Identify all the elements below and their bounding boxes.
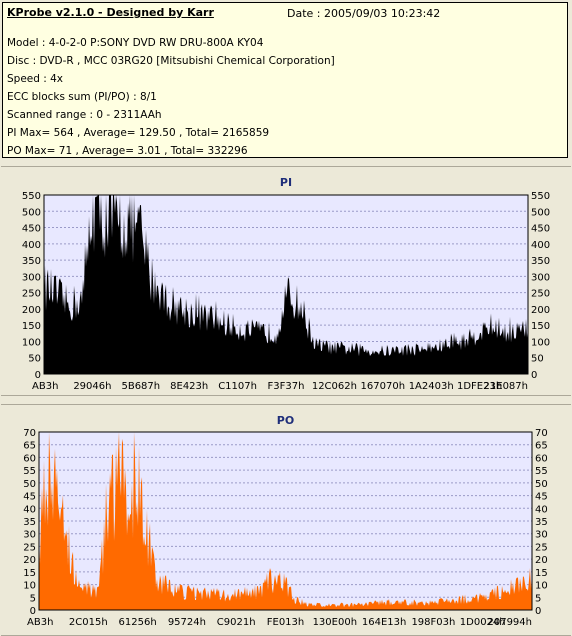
y-tick-label-right: 450 [531,224,550,235]
y-tick-label-right: 5 [535,593,541,604]
x-tick-label: C1107h [218,381,257,392]
series-area [39,432,532,610]
y-tick-label-left: 30 [23,530,36,541]
x-tick-label: 2C015h [69,617,108,628]
x-tick-label: 207994h [487,617,532,628]
po-summary-line: PO Max= 71 , Average= 3.01 , Total= 3322… [7,145,248,157]
y-tick-label-right: 55 [535,466,548,477]
y-tick-label-right: 0 [531,370,537,381]
plot-border [43,194,529,375]
chart-title: PO [277,414,294,427]
y-tick-label-left: 100 [22,337,41,348]
x-tick-label: 8E423h [170,381,208,392]
x-tick-label: 5B687h [121,381,160,392]
x-tick-label: 1A2403h [409,381,454,392]
x-tick-label: 167070h [361,381,406,392]
x-tick-label: AB3h [27,617,53,628]
chart-title: PI [280,176,292,189]
y-tick-label-right: 300 [531,272,550,283]
y-tick-label-left: 300 [22,272,41,283]
x-tick-label: FE013h [267,617,305,628]
y-tick-label-left: 65 [23,441,36,452]
y-tick-label-right: 100 [531,337,550,348]
y-tick-label-left: 25 [23,542,36,553]
x-tick-label: 164E13h [362,617,406,628]
y-tick-label-left: 55 [23,466,36,477]
x-tick-label: 29046h [73,381,111,392]
y-tick-label-right: 50 [535,479,548,490]
y-tick-label-right: 60 [535,453,548,464]
x-tick-label: 95724h [168,617,206,628]
y-tick-label-right: 350 [531,256,550,267]
plot-border [38,431,533,611]
disc-line: Disc : DVD-R , MCC 03RG20 [Mitsubishi Ch… [7,55,335,67]
scan-date: Date : 2005/09/03 10:23:42 [287,7,441,20]
y-tick-label-right: 45 [535,492,548,503]
y-tick-label-left: 20 [23,555,36,566]
info-box: KProbe v2.1.0 - Designed by Karr Date : … [2,2,568,158]
y-tick-label-right: 70 [535,428,548,439]
y-tick-label-left: 15 [23,568,36,579]
y-tick-label-left: 35 [23,517,36,528]
y-tick-label-left: 350 [22,256,41,267]
y-tick-label-left: 150 [22,321,41,332]
ecc-line: ECC blocks sum (PI/PO) : 8/1 [7,91,157,103]
y-tick-label-right: 200 [531,305,550,316]
x-tick-label: C9021h [217,617,256,628]
y-tick-label-left: 70 [23,428,36,439]
y-tick-label-left: 10 [23,581,36,592]
y-tick-label-left: 400 [22,240,41,251]
app-title: KProbe v2.1.0 - Designed by Karr [7,6,214,19]
y-tick-label-right: 30 [535,530,548,541]
y-tick-label-right: 20 [535,555,548,566]
y-tick-label-right: 10 [535,581,548,592]
y-tick-label-right: 15 [535,568,548,579]
y-tick-label-right: 550 [531,191,550,202]
x-tick-label: 21E087h [484,381,528,392]
y-tick-label-right: 25 [535,542,548,553]
y-tick-label-right: 50 [531,354,544,365]
series-area [44,195,528,374]
y-tick-label-left: 450 [22,224,41,235]
model-line: Model : 4-0-2-0 P:SONY DVD RW DRU-800A K… [7,37,264,49]
y-tick-label-left: 45 [23,492,36,503]
y-tick-label-right: 35 [535,517,548,528]
y-tick-label-right: 40 [535,504,548,515]
x-tick-label: 1D0024h [460,617,506,628]
y-tick-label-left: 250 [22,289,41,300]
x-tick-label: 12C062h [312,381,357,392]
x-tick-label: AB3h [32,381,58,392]
y-tick-label-right: 65 [535,441,548,452]
x-tick-label: 198F03h [411,617,455,628]
speed-line: Speed : 4x [7,73,64,85]
y-tick-label-right: 0 [535,606,541,617]
y-tick-label-left: 50 [28,354,41,365]
y-tick-label-right: 500 [531,207,550,218]
y-tick-label-left: 200 [22,305,41,316]
po-chart-panel: PO 0 0 5 5 10 10 15 15 20 20 25 25 30 30 35 35 40 40 45 45 50… [1,404,571,636]
y-tick-label-left: 60 [23,453,36,464]
y-tick-label-left: 0 [35,370,41,381]
pi-summary-line: PI Max= 564 , Average= 129.50 , Total= 2… [7,127,270,139]
y-tick-label-left: 50 [23,479,36,490]
pi-chart: PI 0 0 50 50 100 100 150 150 200 200 250 250 300 300 35… [22,176,550,392]
x-tick-label: 130E00h [313,617,357,628]
x-tick-label: 1DFE23h [457,381,502,392]
x-tick-label: 61256h [119,617,157,628]
y-tick-label-right: 150 [531,321,550,332]
range-line: Scanned range : 0 - 2311AAh [7,109,162,121]
x-tick-label: F3F37h [268,381,305,392]
y-tick-label-left: 550 [22,191,41,202]
y-tick-label-left: 0 [30,606,36,617]
y-tick-label-right: 250 [531,289,550,300]
y-tick-label-left: 5 [30,593,36,604]
y-tick-label-left: 40 [23,504,36,515]
pi-chart-panel: PI 0 0 50 50 100 100 150 150 200 200 250 250 300 300 35… [1,166,571,396]
y-tick-label-left: 500 [22,207,41,218]
y-tick-label-right: 400 [531,240,550,251]
